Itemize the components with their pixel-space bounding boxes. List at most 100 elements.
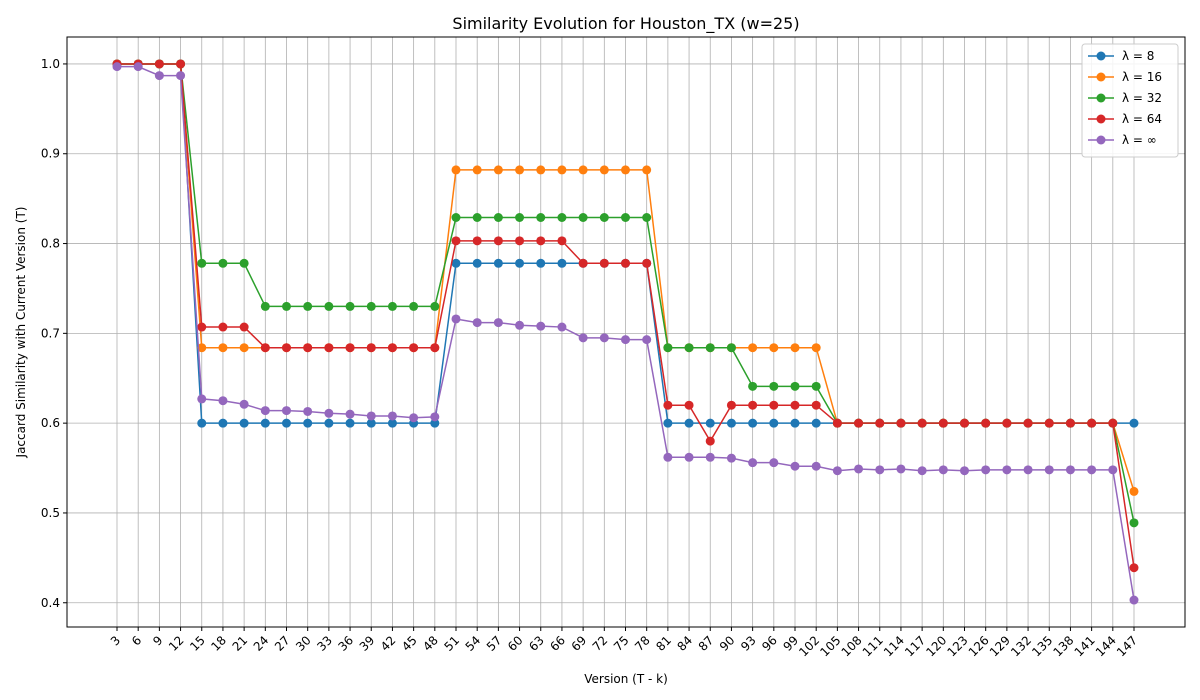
data-point	[260, 301, 270, 311]
data-point	[515, 213, 525, 222]
data-point	[578, 333, 588, 343]
data-point	[1129, 563, 1139, 573]
data-point	[239, 258, 249, 268]
data-point	[303, 406, 313, 416]
data-point	[811, 400, 821, 410]
data-point	[621, 335, 630, 345]
data-point	[197, 258, 207, 268]
data-point	[684, 343, 694, 353]
chart-title: Similarity Evolution for Houston_TX (w=2…	[452, 14, 799, 34]
legend-item: λ = 8	[1088, 49, 1154, 63]
data-point	[748, 381, 758, 391]
data-point	[960, 466, 969, 476]
legend: λ = 8 λ = 16 λ = 32 λ = 64 λ = ∞	[1081, 43, 1179, 158]
y-tick-label: 0.9	[41, 147, 60, 161]
data-point	[176, 71, 186, 81]
data-point	[705, 343, 715, 353]
data-point	[154, 59, 164, 69]
data-point	[493, 258, 503, 268]
data-point	[451, 236, 461, 246]
legend-marker	[1096, 135, 1106, 145]
data-point	[1108, 418, 1118, 428]
data-point	[599, 213, 609, 222]
data-point	[557, 165, 567, 175]
data-point	[705, 418, 715, 428]
data-point	[748, 400, 758, 410]
data-point	[536, 213, 546, 222]
data-point	[493, 213, 503, 222]
data-point	[472, 258, 482, 268]
data-point	[981, 418, 991, 428]
data-point	[748, 418, 758, 428]
series-4	[112, 59, 1139, 573]
data-point	[324, 408, 334, 418]
y-tick-label: 0.7	[41, 326, 60, 340]
data-point	[303, 301, 313, 311]
data-point	[832, 418, 842, 428]
y-axis-ticks: 0.4 0.5 0.6 0.7 0.8 0.9 1.0	[41, 57, 67, 610]
data-point	[1129, 418, 1139, 428]
legend-marker	[1096, 93, 1106, 103]
data-point	[260, 418, 270, 428]
data-point	[430, 343, 440, 353]
data-point	[451, 258, 461, 268]
data-point	[515, 320, 525, 330]
data-point	[1065, 465, 1075, 475]
data-point	[769, 400, 779, 410]
data-point	[769, 343, 779, 353]
data-point	[811, 381, 821, 391]
legend-label: λ = 64	[1122, 112, 1162, 126]
data-point	[197, 343, 207, 353]
data-point	[282, 418, 291, 428]
legend-label: λ = 8	[1122, 49, 1154, 63]
legend-marker	[1096, 114, 1106, 124]
data-point	[705, 452, 715, 462]
data-point	[493, 236, 503, 246]
data-point	[621, 213, 630, 222]
data-point	[938, 418, 948, 428]
data-point	[387, 418, 397, 428]
data-point	[642, 258, 652, 268]
data-point	[599, 333, 609, 343]
data-point	[1044, 418, 1054, 428]
data-point	[536, 321, 546, 331]
data-point	[387, 343, 397, 353]
data-point	[515, 258, 525, 268]
data-point	[409, 343, 419, 353]
y-tick-label: 1.0	[41, 57, 60, 71]
data-point	[324, 418, 334, 428]
data-point	[557, 213, 567, 222]
data-point	[790, 418, 800, 428]
data-point	[769, 458, 779, 468]
y-axis-label: Jaccard Similarity with Current Version …	[14, 207, 28, 459]
data-point	[366, 418, 376, 428]
data-point	[218, 418, 228, 428]
plot-frame	[66, 36, 1186, 628]
data-point	[790, 461, 800, 471]
data-point	[366, 343, 376, 353]
data-point	[324, 301, 334, 311]
data-point	[621, 258, 630, 268]
data-point	[726, 453, 736, 463]
data-point	[684, 400, 694, 410]
data-point	[578, 213, 588, 222]
data-point	[345, 343, 355, 353]
data-point	[536, 236, 546, 246]
legend-item: λ = 64	[1088, 112, 1162, 126]
y-tick-label: 0.4	[41, 596, 60, 610]
data-point	[260, 343, 270, 353]
data-point	[663, 400, 673, 410]
data-point	[1129, 595, 1139, 605]
data-point	[917, 418, 927, 428]
data-point	[112, 62, 122, 72]
data-point	[133, 62, 143, 72]
y-tick-label: 0.6	[41, 416, 60, 430]
data-point	[451, 165, 461, 175]
data-point	[917, 466, 927, 476]
data-point	[1065, 418, 1075, 428]
data-point	[684, 418, 694, 428]
data-point	[387, 301, 397, 311]
legend-label: λ = 32	[1122, 91, 1162, 105]
data-point	[1087, 465, 1097, 475]
